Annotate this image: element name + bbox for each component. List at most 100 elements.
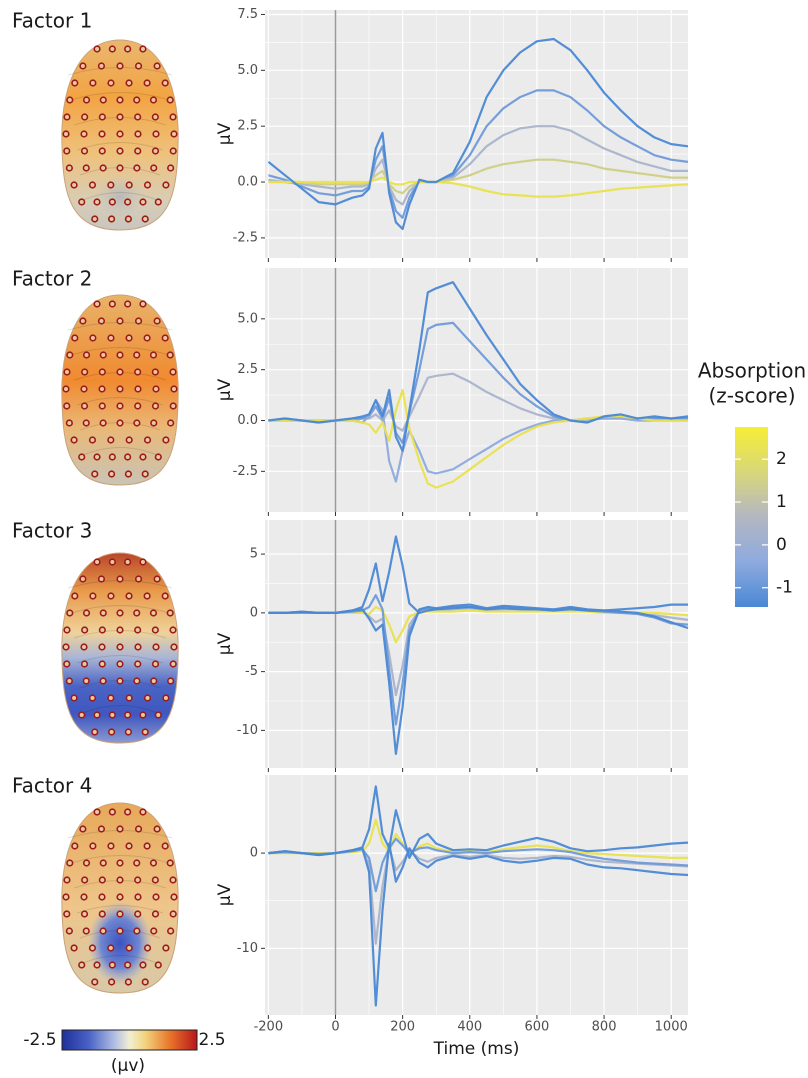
electrode: [151, 910, 160, 918]
topo-colorbar: [61, 1029, 198, 1051]
electrode: [71, 79, 79, 87]
electrode: [99, 927, 107, 935]
electrode: [99, 609, 107, 617]
electrode: [62, 893, 70, 901]
electrode: [82, 609, 91, 617]
electrode: [116, 368, 124, 376]
electrode: [125, 944, 133, 952]
electrode: [169, 113, 177, 121]
electrode: [133, 96, 141, 104]
electrode: [134, 893, 142, 901]
electrode: [166, 96, 174, 104]
electrode: [134, 402, 142, 410]
electrode: [79, 317, 87, 325]
electrode: [108, 961, 116, 969]
electrode: [116, 385, 124, 393]
electrode: [116, 893, 124, 901]
electrode: [107, 728, 116, 736]
electrode: [97, 317, 106, 325]
electrode: [134, 113, 142, 121]
electrode: [143, 334, 151, 342]
electrode: [62, 130, 70, 138]
electrode: [108, 300, 116, 308]
electrode: [78, 453, 86, 461]
electrode: [134, 368, 142, 376]
electrode: [154, 961, 162, 969]
electrode: [99, 96, 107, 104]
colorbar: [735, 427, 768, 607]
electrode: [93, 961, 101, 969]
head-region: [94, 175, 146, 219]
y-tick-label: 2.5: [237, 362, 258, 377]
x-tick-label: 0: [331, 1020, 339, 1035]
electrode: [116, 609, 124, 617]
electrode: [134, 147, 142, 155]
y-axis-label: μV: [215, 883, 235, 906]
electrode: [125, 694, 133, 702]
electrode: [124, 453, 132, 461]
electrode: [78, 711, 86, 719]
electrode: [124, 558, 132, 566]
electrode: [89, 842, 97, 850]
x-axis-label: Time (ms): [433, 1039, 520, 1059]
electrode: [124, 808, 132, 816]
electrode: [169, 660, 177, 668]
electrode: [133, 351, 141, 359]
electrode: [125, 334, 133, 342]
electrode: [116, 147, 124, 155]
electrode: [116, 910, 124, 918]
colorbar-tick-label: 1: [776, 492, 787, 512]
x-tick-label: -200: [254, 1020, 284, 1035]
electrode: [149, 96, 158, 104]
electrode: [63, 113, 71, 121]
electrode: [98, 130, 106, 138]
electrode: [134, 825, 143, 833]
electrode: [63, 626, 71, 634]
x-tick-label: 400: [457, 1020, 482, 1035]
electrode: [98, 660, 106, 668]
electrode: [82, 859, 91, 867]
electrode: [107, 436, 115, 444]
electrode: [116, 643, 124, 651]
electrode: [107, 181, 115, 189]
electrode: [134, 660, 142, 668]
contour: [76, 397, 164, 406]
electrode: [134, 643, 142, 651]
electrode: [116, 927, 124, 935]
electrode: [80, 910, 89, 918]
contour: [70, 605, 170, 614]
electrode: [116, 402, 124, 410]
electrode: [151, 368, 159, 376]
electrode: [107, 944, 115, 952]
electrode: [82, 164, 90, 172]
electrode: [169, 876, 177, 884]
electrode: [151, 626, 159, 634]
electrode: [150, 164, 158, 172]
electrode: [124, 45, 132, 53]
electrode: [82, 419, 90, 427]
electrode: [99, 164, 107, 172]
electrode: [134, 385, 142, 393]
electrode: [81, 368, 89, 376]
contour: [70, 92, 170, 101]
electrode: [66, 351, 74, 359]
panel-title: Factor 4: [12, 774, 92, 798]
electrode: [134, 62, 143, 70]
electrode: [108, 198, 116, 206]
electrode: [154, 711, 162, 719]
electrode: [65, 164, 73, 172]
electrode: [88, 694, 97, 702]
electrode: [89, 334, 97, 342]
electrode: [133, 677, 141, 685]
electrode: [93, 198, 101, 206]
electrode: [162, 436, 170, 444]
panel-title: Factor 1: [12, 9, 92, 33]
electrode: [133, 419, 141, 427]
electrode: [170, 893, 178, 901]
electrode: [93, 558, 101, 566]
electrode: [116, 419, 124, 427]
electrode: [125, 436, 133, 444]
electrode: [139, 808, 147, 816]
head-region: [88, 901, 152, 985]
